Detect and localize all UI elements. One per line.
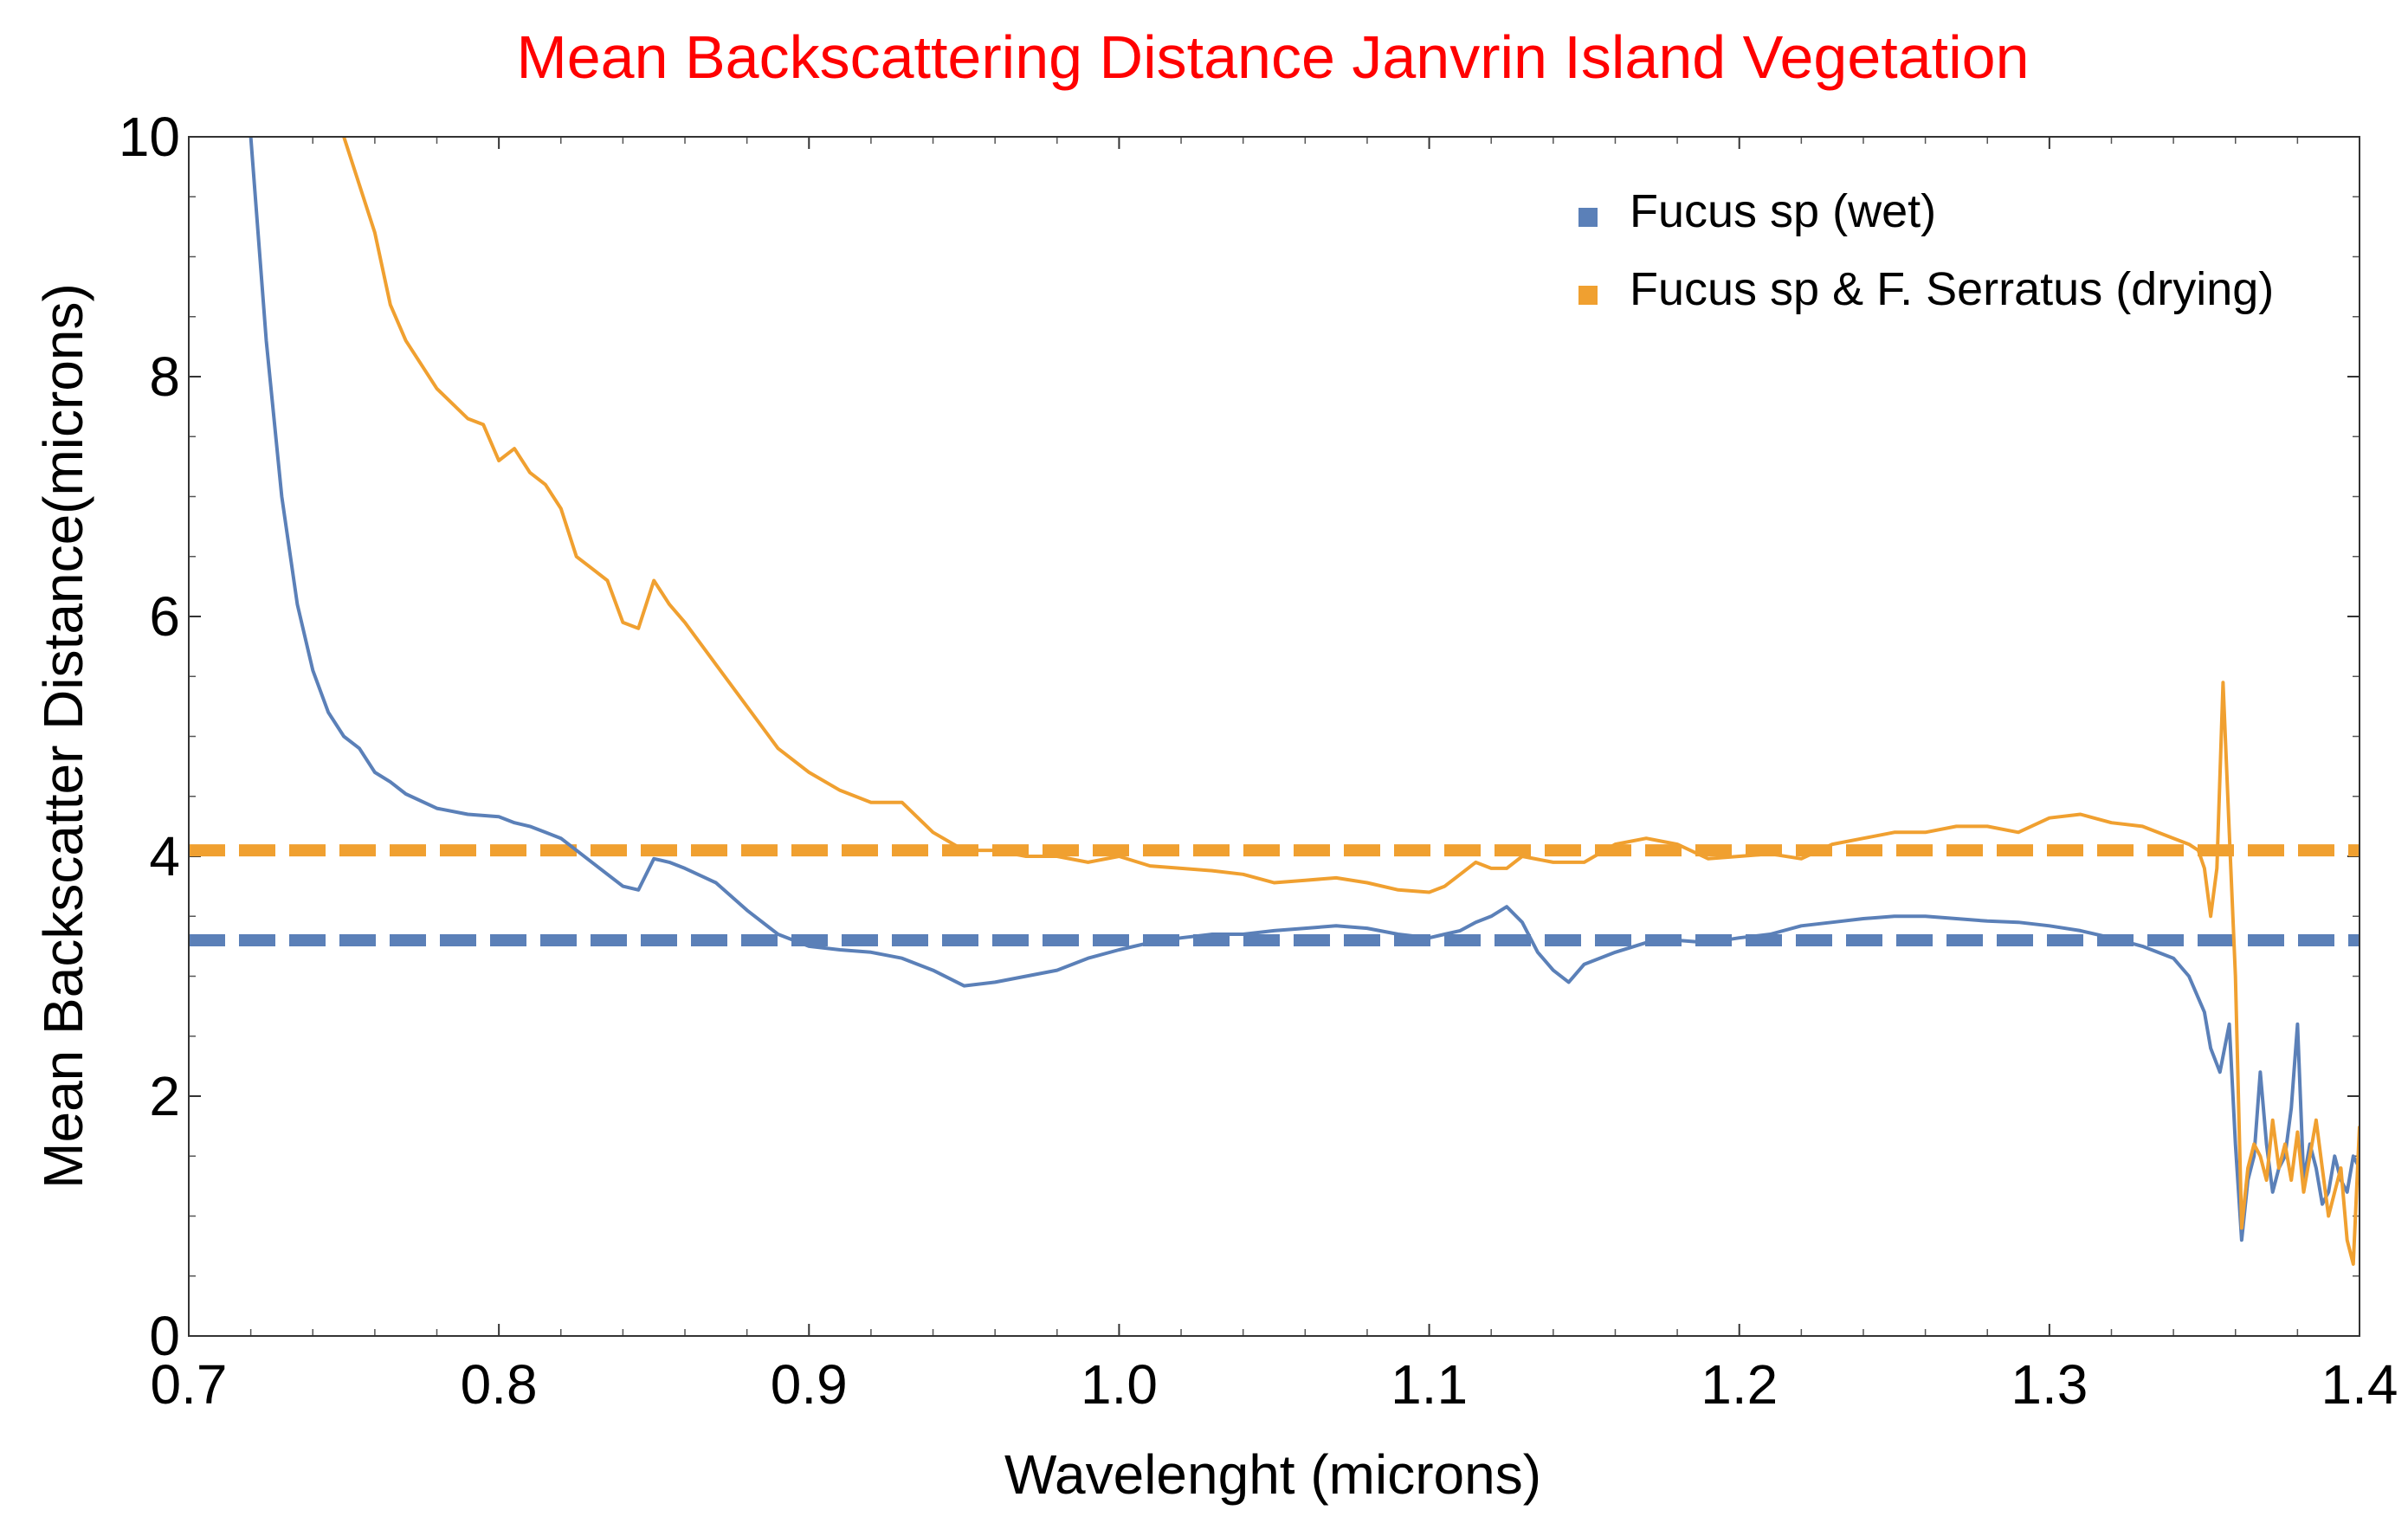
x-tick-label: 1.0 xyxy=(1081,1353,1158,1416)
x-tick-label: 0.8 xyxy=(461,1353,538,1416)
series-line xyxy=(249,137,2360,1242)
chart-title: Mean Backscattering Distance Janvrin Isl… xyxy=(516,23,2029,91)
x-tick-label: 1.4 xyxy=(2321,1353,2398,1416)
y-tick-label: 8 xyxy=(149,345,180,408)
legend: Fucus sp (wet) Fucus sp & F. Serratus (dr… xyxy=(1578,185,2274,315)
legend-swatch xyxy=(1578,208,1598,227)
x-tick-label: 0.7 xyxy=(151,1353,228,1416)
axis-ticks xyxy=(188,136,2360,1337)
x-tick-label: 1.1 xyxy=(1391,1353,1468,1416)
y-axis-title: Mean Backscatter Distance(microns) xyxy=(32,283,94,1189)
y-tick-labels: 0 2 4 6 8 10 xyxy=(119,106,180,1367)
y-tick-label: 4 xyxy=(149,825,180,887)
x-tick-labels: 0.7 0.8 0.9 1.0 1.1 1.2 1.3 1.4 xyxy=(151,1353,2398,1416)
x-tick-label: 1.2 xyxy=(1701,1353,1778,1416)
y-tick-label: 0 xyxy=(149,1305,180,1367)
series-lines xyxy=(249,137,2360,1266)
legend-swatch xyxy=(1578,286,1598,305)
mean-lines xyxy=(189,844,2360,946)
x-axis-title: Wavelenght (microns) xyxy=(1004,1443,1541,1506)
x-tick-label: 0.9 xyxy=(771,1353,848,1416)
plot-frame xyxy=(188,136,2360,1337)
y-tick-label: 6 xyxy=(149,585,180,648)
legend-label: Fucus sp (wet) xyxy=(1630,185,1936,237)
legend-label: Fucus sp & F. Serratus (drying) xyxy=(1630,263,2274,315)
y-tick-label: 2 xyxy=(149,1065,180,1127)
x-tick-label: 1.3 xyxy=(2011,1353,2088,1416)
series-line xyxy=(342,137,2360,1266)
y-tick-label: 10 xyxy=(119,106,180,168)
